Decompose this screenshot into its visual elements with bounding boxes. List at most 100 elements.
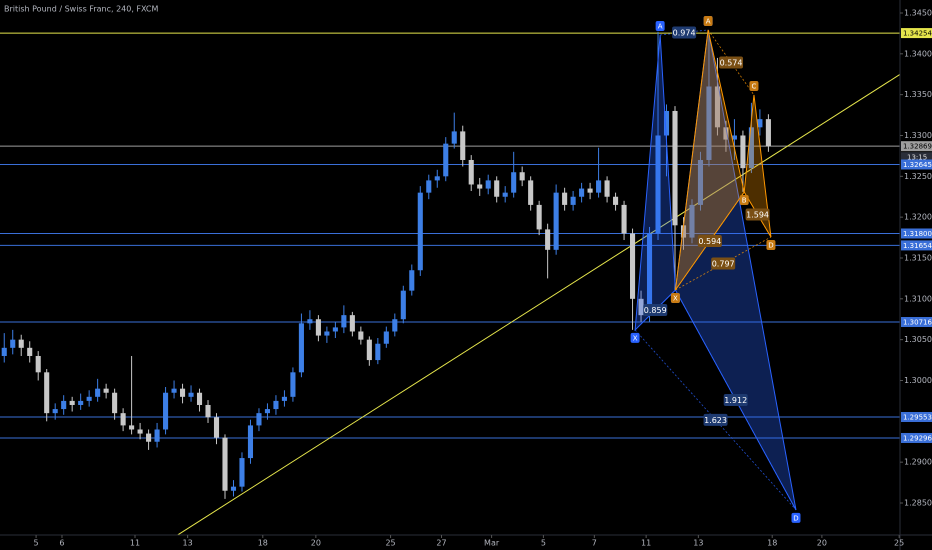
candle-body (731, 135, 737, 140)
level-label-box (901, 432, 932, 443)
candle-body (714, 86, 720, 128)
level-label-box (901, 240, 932, 251)
candle-body (409, 270, 415, 291)
point-label: C (752, 82, 757, 90)
candle-body (477, 184, 483, 189)
candle-body (307, 319, 313, 324)
candle-body (1, 347, 7, 356)
ratio-label-box (745, 208, 770, 221)
ratio-label: 1.912 (724, 396, 747, 405)
candle-body (646, 233, 653, 316)
candle-body (86, 396, 92, 401)
candle-body (61, 400, 67, 410)
candle-body (655, 135, 661, 234)
candle-body (205, 404, 211, 418)
candle-body (247, 425, 254, 459)
point-label-box (703, 15, 713, 26)
x-tick-label: 18 (767, 539, 777, 548)
candle-body (120, 413, 126, 426)
candle-body (103, 388, 109, 393)
x-tick-label: Mar (484, 539, 500, 548)
candle-body (502, 192, 508, 197)
ratio-label: 1.594 (746, 210, 769, 219)
level-label: 1.31800 (903, 230, 932, 238)
candle-body (757, 119, 763, 128)
candle-body (349, 315, 355, 332)
candle-body (621, 204, 627, 234)
candle-body (494, 180, 500, 197)
candle-body (129, 425, 135, 430)
candle-body (562, 192, 568, 205)
candle-body (137, 429, 143, 434)
ratio-label-box (711, 257, 736, 270)
point-label-box (791, 512, 801, 523)
level-label-box (901, 159, 932, 170)
trendline (177, 73, 900, 535)
candle-body (264, 409, 270, 414)
candle-body (230, 486, 237, 491)
candle-body (69, 400, 75, 405)
point-label: B (742, 196, 747, 204)
ratio-label-box (703, 413, 728, 426)
ratio-label: 0.594 (698, 237, 721, 246)
ratio-label: 0.797 (712, 259, 735, 268)
candle-body (723, 127, 729, 140)
x-tick-label: 7 (592, 539, 597, 548)
candle-body (570, 196, 576, 205)
candle-body (222, 437, 228, 491)
candle-body (630, 233, 636, 299)
point-label: A (658, 22, 663, 30)
candle-body (154, 429, 160, 442)
candle-body (298, 323, 304, 373)
level-label: 1.32869 (903, 143, 932, 151)
y-tick-label: 1.34000 (904, 49, 932, 58)
candle-body (171, 388, 177, 393)
x-tick-label: 11 (641, 539, 651, 548)
chart-title: British Pound / Swiss Franc, 240, FXCM (4, 5, 159, 14)
level-label: 1.32645 (903, 161, 932, 169)
x-tick-label: 20 (311, 539, 321, 548)
candle-body (10, 339, 16, 348)
plot-area: 0.974 0.859 1.912 1.623 X A B C D 0.574 0.594 1.594… (0, 15, 900, 535)
candle-body (604, 180, 610, 197)
candle-body (213, 417, 220, 438)
y-tick-label: 1.33000 (904, 131, 932, 140)
candle-body (290, 372, 296, 397)
candle-body (748, 127, 754, 169)
candle-body (528, 180, 534, 205)
y-tick-label: 1.32500 (904, 172, 932, 181)
y-tick-label: 1.34500 (904, 8, 932, 17)
level-label: 1.31654 (903, 242, 932, 250)
level-label-box (901, 317, 932, 328)
candle-body (553, 192, 559, 250)
candle-body (375, 343, 381, 361)
level-label: 1.29296 (903, 434, 932, 442)
candle-body (239, 458, 245, 487)
y-tick-label: 1.32000 (904, 213, 932, 222)
x-tick-label: 13 (183, 539, 193, 548)
point-label: D (793, 514, 798, 522)
candle-body (663, 110, 670, 136)
ratio-label-box (697, 234, 722, 247)
point-label: D (768, 241, 773, 249)
ratio-label: 0.974 (673, 28, 696, 37)
x-tick-label: 20 (817, 539, 827, 548)
level-label-box (901, 411, 932, 422)
candle-body (519, 172, 525, 181)
level-label-box (901, 228, 932, 239)
candle-body (18, 339, 24, 348)
countdown: 13:15 (907, 154, 927, 162)
candle-body (281, 396, 287, 401)
candle-body (383, 331, 389, 344)
candle-body (536, 204, 542, 230)
candle-body (638, 298, 644, 316)
candle-body (341, 315, 347, 328)
level-label: 1.29553 (903, 413, 932, 421)
candle-body (417, 192, 423, 271)
x-tick-label: 5 (541, 539, 546, 548)
level-label-box (901, 141, 932, 152)
y-tick-label: 1.29000 (904, 458, 932, 467)
candle-body (35, 355, 41, 373)
y-tick-label: 1.30000 (904, 376, 932, 385)
